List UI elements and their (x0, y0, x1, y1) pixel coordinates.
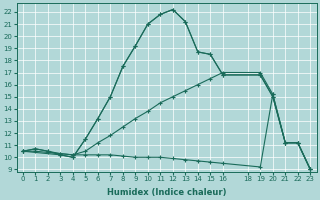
X-axis label: Humidex (Indice chaleur): Humidex (Indice chaleur) (107, 188, 226, 197)
